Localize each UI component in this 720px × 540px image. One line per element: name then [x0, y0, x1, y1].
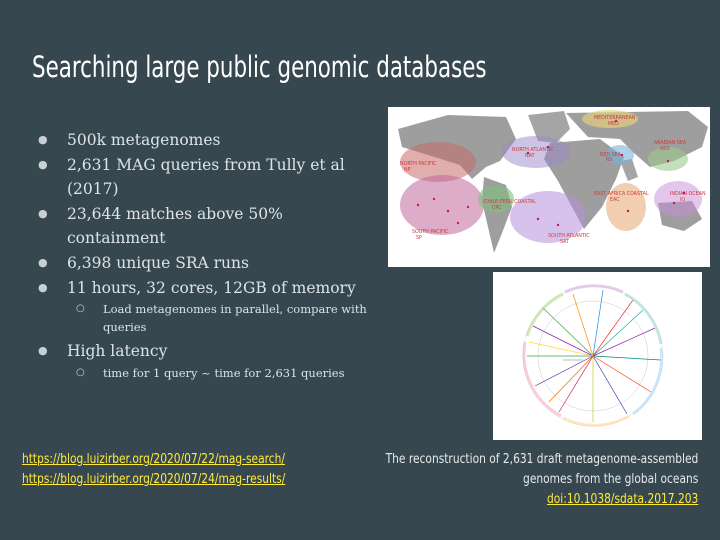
map-label-med: MEDITERRANEAN [594, 115, 636, 121]
map-label-ars-code: ARS [660, 146, 670, 152]
map-label-rs-code: RS [606, 157, 612, 163]
caption-line: genomes from the global oceans [522, 472, 698, 487]
map-label-eac-code: EAC [610, 197, 620, 203]
bullet-item: High latency [38, 339, 383, 364]
phylogenetic-tree-figure [493, 272, 702, 440]
reference-links: https://blog.luizirber.org/2020/07/22/ma… [22, 450, 343, 490]
slide-title: Searching large public genomic databases [32, 50, 487, 84]
bullet-item: 6,398 unique SRA runs [38, 251, 383, 276]
map-label-sat: SOUTH ATLANTIC [548, 233, 590, 239]
bullet-item: 23,644 matches above 50% containment [38, 202, 383, 251]
sub-bullet-item: Load metagenomes in parallel, compare wi… [38, 300, 383, 336]
map-label-np: NORTH PACIFIC [400, 161, 437, 167]
map-label-eac: EAST AFRICA COASTAL [594, 191, 649, 197]
map-label-io: INDIAN OCEAN [670, 191, 706, 197]
map-label-cpc: CHILE-PERU COASTAL [484, 199, 536, 205]
bullet-item: 11 hours, 32 cores, 12GB of memory [38, 276, 383, 301]
blog-link-mag-results[interactable]: https://blog.luizirber.org/2020/07/24/ma… [22, 472, 286, 487]
map-label-cpc-code: CPC [492, 205, 502, 211]
phylogenetic-tree-graphic [493, 272, 702, 440]
map-label-io-code: IO [680, 197, 685, 203]
figure-caption: The reconstruction of 2,631 draft metage… [317, 450, 698, 510]
map-label-rs: RED SEA [600, 152, 622, 158]
blog-link-mag-search[interactable]: https://blog.luizirber.org/2020/07/22/ma… [22, 452, 286, 467]
map-label-nat-code: NAT [525, 153, 534, 159]
map-label-med-code: MED [608, 121, 619, 127]
map-label-ars: ARABIAN SEA [654, 140, 687, 146]
map-label-np-code: NP [404, 167, 411, 173]
caption-line: The reconstruction of 2,631 draft metage… [385, 452, 698, 467]
bullet-item: 2,631 MAG queries from Tully et al (2017… [38, 153, 383, 202]
ocean-sampling-map: MEDITERRANEAN MED RED SEA RS ARABIAN SEA… [388, 107, 710, 267]
map-label-sat-code: SAT [560, 239, 569, 245]
bullet-list: 500k metagenomes 2,631 MAG queries from … [38, 128, 383, 382]
map-label-sp-code: SP [416, 235, 422, 241]
map-label-sp: SOUTH PACIFIC [412, 229, 449, 235]
world-map-graphic: MEDITERRANEAN MED RED SEA RS ARABIAN SEA… [388, 107, 710, 267]
bullet-item: 500k metagenomes [38, 128, 383, 153]
doi-link[interactable]: doi:10.1038/sdata.2017.203 [546, 492, 698, 507]
sub-bullet-item: time for 1 query ~ time for 2,631 querie… [38, 364, 383, 382]
map-label-nat: NORTH ATLANTIC [512, 147, 554, 153]
